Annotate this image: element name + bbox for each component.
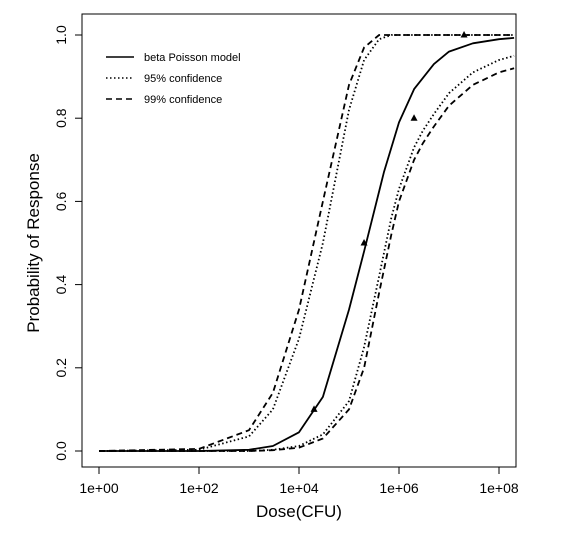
observed-point-1 xyxy=(360,239,368,246)
y-tick-label-5: 1.0 xyxy=(53,25,69,45)
y-tick-label-0: 0.0 xyxy=(53,441,69,461)
observed-point-0 xyxy=(310,405,318,412)
y-tick-label-4: 0.8 xyxy=(53,108,69,128)
observed-point-3 xyxy=(460,31,468,38)
legend-label-beta-poisson: beta Poisson model xyxy=(144,52,241,64)
x-axis-label: Dose(CFU) xyxy=(256,502,342,521)
y-axis-label: Probability of Response xyxy=(24,153,43,333)
legend-label-95-confidence: 95% confidence xyxy=(144,73,222,85)
x-tick-label-0: 1e+00 xyxy=(79,480,119,496)
x-tick-label-3: 1e+06 xyxy=(379,480,419,496)
curves-group xyxy=(98,34,515,452)
series-line-2 xyxy=(98,34,515,452)
x-tick-label-4: 1e+08 xyxy=(479,480,519,496)
y-tick-label-2: 0.4 xyxy=(53,275,69,295)
series-line-2-lower xyxy=(99,67,515,452)
observed-point-2 xyxy=(410,114,418,121)
y-tick-label-3: 0.6 xyxy=(53,191,69,211)
y-axis: 0.0 0.2 0.4 0.6 0.8 1.0 xyxy=(53,25,83,461)
x-tick-label-1: 1e+02 xyxy=(179,480,219,496)
series-line-1-lower xyxy=(99,54,515,452)
observed-points-group xyxy=(310,31,468,412)
x-axis: 1e+00 1e+02 1e+04 1e+06 1e+08 xyxy=(79,466,519,496)
legend: beta Poisson model 95% confidence 99% co… xyxy=(106,52,241,106)
x-tick-label-2: 1e+04 xyxy=(279,480,319,496)
series-line-0 xyxy=(99,37,515,452)
legend-label-99-confidence: 99% confidence xyxy=(144,94,222,106)
y-tick-label-1: 0.2 xyxy=(53,358,69,378)
